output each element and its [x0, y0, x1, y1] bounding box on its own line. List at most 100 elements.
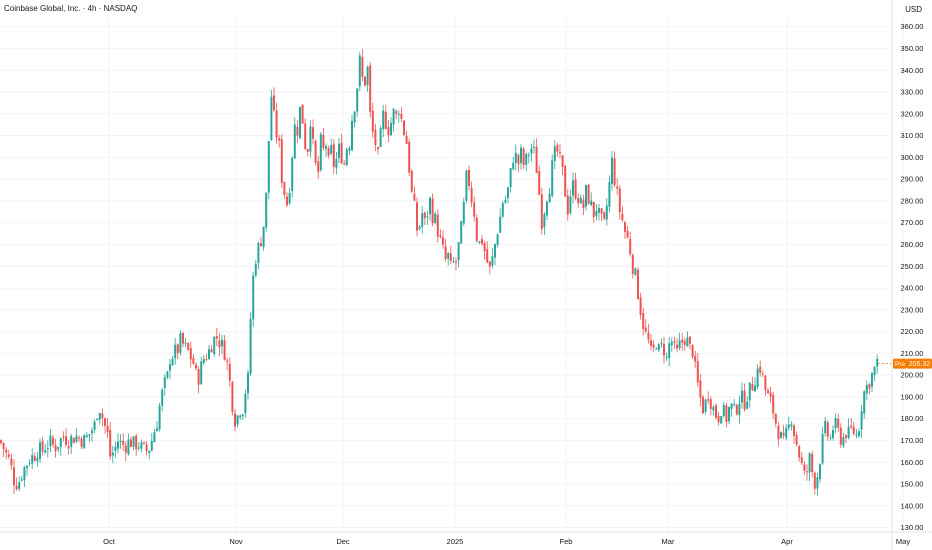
- y-tick-label: 330.00: [901, 88, 924, 97]
- y-tick-label: 250.00: [901, 262, 924, 271]
- candle-body: [348, 148, 351, 151]
- candle-body: [335, 158, 338, 168]
- candle: [392, 107, 395, 132]
- candle: [621, 206, 624, 223]
- candle-body: [473, 202, 476, 217]
- candle: [863, 390, 866, 419]
- candle: [234, 409, 236, 432]
- currency-label[interactable]: USD: [905, 5, 922, 14]
- candle: [626, 225, 629, 239]
- candle-body: [579, 197, 582, 204]
- price-tag-value: 205.32: [909, 361, 931, 368]
- candle-body: [533, 146, 535, 148]
- candle: [462, 197, 465, 227]
- candle: [850, 418, 853, 430]
- candle-body: [62, 436, 65, 438]
- candle: [145, 441, 148, 456]
- candle: [821, 427, 824, 466]
- candle-body: [733, 403, 736, 406]
- candle-body: [0, 440, 2, 443]
- candle: [577, 193, 580, 208]
- candle-body: [247, 372, 249, 394]
- y-tick-label: 130.00: [901, 523, 924, 532]
- x-tick-label: 2025: [447, 537, 464, 546]
- candle: [104, 417, 106, 434]
- candle: [730, 403, 733, 417]
- candle-body: [598, 208, 600, 213]
- candle-body: [13, 467, 15, 486]
- candle: [751, 377, 754, 391]
- candle-body: [507, 187, 509, 199]
- candle-body: [556, 144, 559, 152]
- candle-body: [543, 214, 546, 228]
- candle: [366, 65, 369, 92]
- candle: [767, 388, 769, 394]
- candle-body: [416, 202, 418, 231]
- candle: [197, 366, 200, 394]
- candle-body: [83, 435, 86, 449]
- candle-body: [787, 424, 790, 428]
- candle-body: [538, 171, 541, 195]
- candle: [327, 145, 330, 159]
- candle: [538, 165, 541, 196]
- candle-body: [57, 446, 60, 450]
- candle: [338, 137, 340, 164]
- candle: [291, 155, 294, 198]
- candle-body: [361, 57, 364, 77]
- candle: [478, 240, 481, 245]
- candle-body: [629, 239, 632, 255]
- candle: [806, 464, 808, 481]
- candle: [499, 208, 502, 233]
- candle: [88, 434, 91, 443]
- candle: [382, 104, 385, 138]
- candle: [226, 358, 229, 371]
- candle-body: [491, 256, 494, 266]
- candle-body: [377, 147, 379, 150]
- candle-body: [826, 422, 829, 437]
- candle: [322, 127, 325, 151]
- candle-body: [860, 411, 863, 430]
- candle: [78, 435, 80, 443]
- y-tick-label: 360.00: [901, 22, 924, 31]
- candle: [5, 447, 8, 460]
- candle-body: [741, 390, 743, 403]
- candle: [0, 439, 2, 445]
- candle-body: [340, 142, 343, 164]
- candle: [702, 394, 704, 415]
- candle-body: [192, 357, 195, 364]
- candle-body: [59, 438, 62, 448]
- candle-body: [93, 421, 96, 430]
- candle-body: [517, 154, 520, 165]
- candle-body: [400, 113, 403, 119]
- candle-body: [613, 158, 616, 186]
- candle: [501, 201, 504, 218]
- candle-body: [837, 418, 840, 428]
- candle-body: [735, 405, 738, 415]
- candle: [91, 427, 93, 442]
- candle: [816, 472, 819, 496]
- candle-body: [296, 126, 299, 136]
- candle-body: [72, 438, 75, 444]
- candle: [777, 421, 780, 447]
- candle: [106, 417, 109, 438]
- candle: [772, 391, 775, 420]
- candle-body: [436, 214, 439, 237]
- candle-body: [215, 336, 218, 339]
- candle-body: [153, 432, 156, 443]
- price-tag-label-bg: [893, 358, 907, 369]
- candle-body: [410, 170, 413, 192]
- candle: [67, 440, 70, 455]
- candle-body: [80, 438, 83, 447]
- candle-body: [527, 154, 530, 156]
- candle: [670, 337, 673, 352]
- candle-body: [364, 76, 366, 86]
- candle-body: [486, 249, 489, 263]
- candle-body: [657, 344, 660, 351]
- candle: [512, 156, 515, 171]
- candle: [390, 117, 392, 136]
- y-tick-label: 220.00: [901, 327, 924, 336]
- candle: [273, 87, 275, 113]
- candle: [709, 396, 712, 416]
- candle: [156, 421, 158, 432]
